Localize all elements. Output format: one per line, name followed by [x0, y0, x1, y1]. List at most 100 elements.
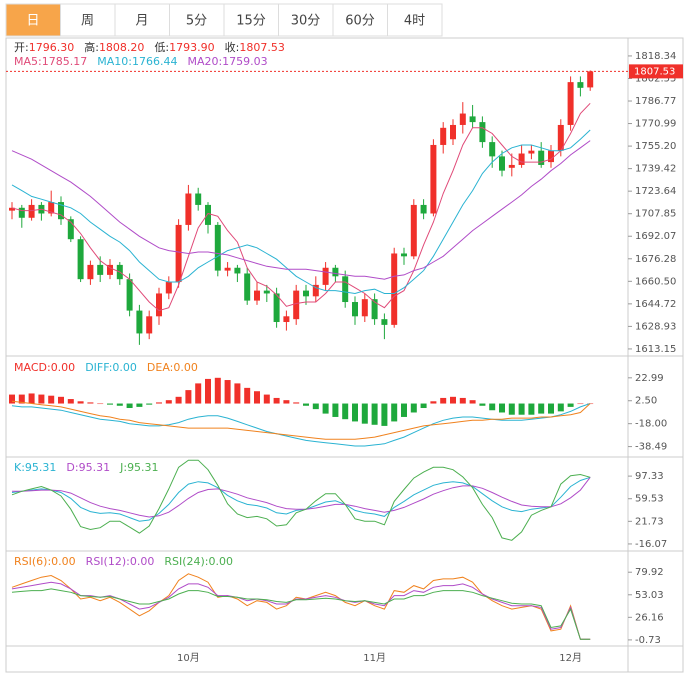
- macd-bar: [440, 397, 447, 404]
- macd-bar: [430, 401, 437, 404]
- macd-bar: [293, 402, 300, 404]
- y-tick-label: 1723.64: [635, 186, 676, 197]
- legend-value: 1807.53: [239, 41, 285, 54]
- candle-body: [87, 264, 94, 280]
- legend-value: 1793.90: [169, 41, 215, 54]
- macd-bar: [146, 403, 153, 405]
- tab-label[interactable]: 60分: [345, 14, 375, 29]
- macd-bar: [332, 403, 339, 417]
- tab-label[interactable]: 30分: [291, 14, 321, 29]
- legend-value: 1766.44: [132, 55, 178, 68]
- line: [11, 140, 591, 280]
- line: [11, 459, 591, 541]
- tab-label[interactable]: 5分: [186, 14, 207, 29]
- tab[interactable]: [60, 3, 116, 37]
- y-tick-label: 1676.28: [635, 254, 676, 265]
- macd-bar: [263, 394, 270, 404]
- candle-body: [224, 267, 231, 271]
- macd-bar: [420, 403, 427, 409]
- tab[interactable]: [387, 3, 443, 37]
- candle-body: [518, 153, 525, 165]
- macd-bar: [538, 403, 545, 414]
- last-price-label: 1807.53: [634, 66, 675, 77]
- candle-body: [391, 253, 398, 325]
- line: [11, 588, 591, 640]
- macd-bar: [107, 403, 113, 405]
- tab[interactable]: [223, 3, 279, 37]
- legend-item: 收:1807.53: [225, 40, 285, 54]
- tab[interactable]: [114, 3, 170, 37]
- legend-value: 1808.20: [99, 41, 145, 54]
- candle-body: [9, 207, 15, 211]
- legend-name: K:: [14, 461, 25, 474]
- macd-bar: [528, 403, 535, 415]
- tab[interactable]: [332, 3, 388, 37]
- legend-value: 1785.17: [42, 55, 88, 68]
- tab-label[interactable]: 15分: [236, 14, 266, 29]
- macd-bar: [224, 380, 231, 404]
- macd-bar: [410, 403, 417, 413]
- legend-item: MA20:1759.03: [187, 55, 267, 68]
- candle-body: [126, 279, 133, 311]
- candle-body: [146, 316, 153, 334]
- legend-value: 95.31: [127, 461, 159, 474]
- candle-body: [469, 116, 476, 123]
- candle-body: [214, 224, 221, 271]
- legend-name: 收:: [225, 40, 240, 54]
- candle-body: [156, 293, 162, 317]
- candle-body: [548, 150, 554, 163]
- y-tick-label: 53.03: [635, 590, 664, 601]
- candle-body: [303, 290, 309, 297]
- candle-body: [283, 316, 290, 323]
- legend-value: 0.00: [112, 361, 137, 374]
- candle-body: [77, 239, 84, 280]
- macd-bar: [303, 403, 309, 406]
- y-tick-label: -18.00: [635, 419, 667, 430]
- candle-body: [557, 124, 564, 151]
- macd-bar: [548, 403, 554, 414]
- macd-bar: [185, 390, 192, 404]
- legend-name: RSI(6):: [14, 555, 51, 568]
- candle-body: [48, 202, 55, 214]
- y-tick-label: 1613.15: [635, 344, 676, 355]
- legend-name: MA20:: [187, 55, 222, 68]
- legend-value: 1796.30: [29, 41, 75, 54]
- candle-body: [342, 276, 349, 303]
- macd-bar: [116, 403, 123, 406]
- candle-body: [165, 282, 172, 294]
- macd-bar: [126, 403, 133, 409]
- tab[interactable]: [5, 3, 61, 37]
- legend-item: RSI(12):0.00: [86, 555, 155, 568]
- macd-bar: [254, 391, 260, 404]
- y-tick-label: 1707.85: [635, 209, 676, 220]
- line: [11, 476, 591, 522]
- candle-body: [577, 82, 584, 88]
- candle-body: [136, 310, 143, 334]
- legend-item: J:95.31: [119, 461, 158, 474]
- candle-body: [489, 142, 496, 157]
- tab-label[interactable]: 周: [81, 14, 94, 29]
- legend-value: 0.00: [51, 361, 76, 374]
- legend-item: MACD:0.00: [14, 361, 75, 374]
- macd-bar: [381, 403, 388, 426]
- tab-label[interactable]: 月: [135, 14, 148, 29]
- macd-bar: [450, 396, 456, 404]
- y-tick-label: 2.50: [635, 396, 657, 407]
- candle-body: [254, 290, 260, 301]
- candle-body: [195, 193, 202, 205]
- y-tick-label: 79.92: [635, 567, 664, 578]
- candle-body: [67, 219, 74, 240]
- macd-bar: [479, 403, 486, 406]
- candle-body: [322, 267, 329, 285]
- candle-body: [234, 267, 241, 274]
- tab-label[interactable]: 日: [26, 14, 39, 29]
- tab-label[interactable]: 4时: [404, 14, 425, 29]
- legend-item: 开:1796.30: [14, 41, 74, 54]
- candle-body: [18, 207, 25, 218]
- legend-item: DEA:0.00: [147, 361, 198, 374]
- macd-bar: [273, 397, 280, 404]
- line: [11, 102, 591, 312]
- macd-bar: [352, 403, 358, 422]
- macd-bar: [9, 394, 15, 404]
